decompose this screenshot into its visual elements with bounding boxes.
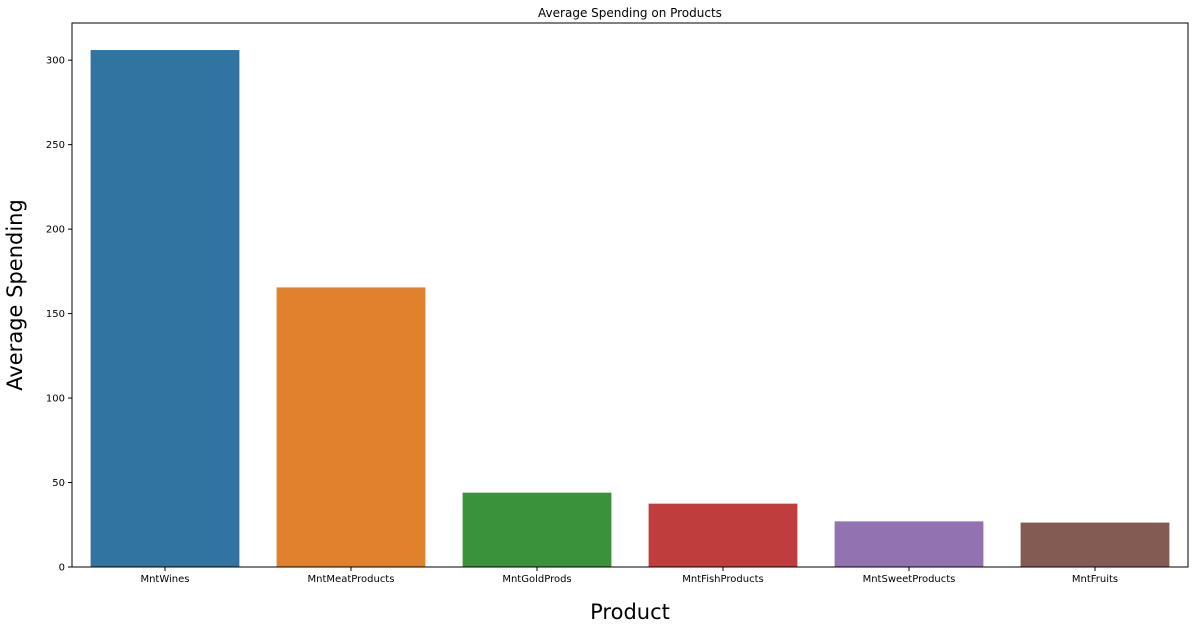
x-tick-label: MntMeatProducts (308, 574, 395, 585)
bar-MntFishProducts (648, 503, 798, 567)
bars-layer (90, 50, 1170, 567)
bar-MntGoldProds (462, 492, 612, 567)
x-tick-label: MntGoldProds (502, 574, 571, 585)
y-axis: 0 50 100 150 200 250 300 (46, 56, 72, 574)
y-tick-label: 50 (52, 478, 65, 489)
chart-title: Average Spending on Products (538, 6, 722, 20)
plot-frame (71, 22, 1189, 568)
y-tick-label: 150 (46, 309, 65, 320)
x-axis: MntWines MntMeatProducts MntGoldProds MntFi… (140, 567, 1118, 585)
y-tick-label: 250 (46, 140, 65, 151)
y-tick-label: 0 (59, 563, 65, 574)
bar-MntSweetProducts (834, 521, 984, 567)
x-tick-label: MntFruits (1072, 574, 1118, 585)
x-tick-label: MntFishProducts (682, 574, 763, 585)
bar-MntMeatProducts (276, 287, 426, 567)
y-tick-label: 100 (46, 394, 65, 405)
x-axis-label: Product (590, 600, 670, 624)
bar-MntFruits (1020, 522, 1170, 567)
y-axis-label: Average Spending (3, 199, 27, 391)
y-tick-label: 300 (46, 56, 65, 67)
bar-MntWines (90, 50, 240, 567)
x-tick-label: MntSweetProducts (863, 574, 956, 585)
x-tick-label: MntWines (140, 574, 189, 585)
y-tick-label: 200 (46, 225, 65, 236)
